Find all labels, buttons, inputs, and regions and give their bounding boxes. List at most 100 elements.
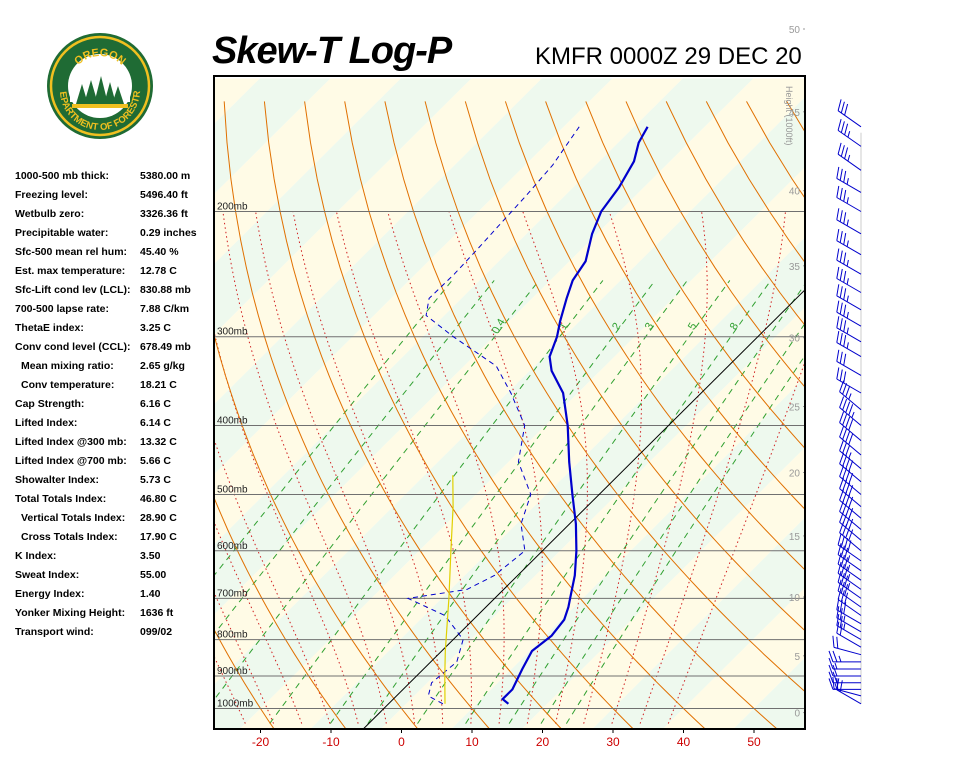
index-label: Precipitable water: (15, 227, 109, 239)
wind-barb (836, 185, 862, 212)
index-value: 28.90 C (140, 512, 177, 524)
wind-barb (836, 284, 862, 311)
wind-barb (839, 380, 862, 411)
height-tick-label: 5 (794, 652, 800, 663)
index-label: Freezing level: (15, 189, 88, 201)
index-value: 3.50 (140, 550, 161, 562)
x-tick-label: 30 (606, 735, 620, 749)
wind-barb (837, 99, 862, 128)
height-tick-label: 0 (794, 709, 800, 720)
index-label: Mean mixing ratio: (21, 360, 114, 372)
index-value: 5496.40 ft (140, 189, 188, 201)
moist-adiabat (522, 211, 588, 724)
height-axis: Height (1000ft) 0 5 10 15 20 25 30 35 40 45 50 (784, 25, 805, 720)
index-label: Lifted Index @700 mb: (15, 455, 127, 467)
wind-barb (836, 606, 862, 633)
height-tick-label: 20 (789, 469, 801, 480)
station-timestamp: KMFR 0000Z 29 DEC 20 (535, 43, 802, 70)
dry-adiabat (12, 101, 135, 738)
temperature-band (214, 78, 472, 335)
mixing-ratio-line (465, 280, 772, 724)
pressure-label: 900mb (217, 666, 248, 677)
index-label: Conv temperature: (21, 379, 115, 391)
wind-barb (837, 552, 862, 581)
index-value: 6.16 C (140, 398, 171, 410)
height-tick-label: 15 (789, 532, 801, 543)
temperature-band (662, 587, 805, 729)
wind-barb (836, 367, 862, 394)
pressure-label: 1000mb (217, 699, 254, 710)
logo-tree-icon (84, 80, 98, 104)
index-label: Showalter Index: (15, 474, 100, 486)
logo-ground (72, 104, 128, 108)
index-value: 830.88 mb (140, 284, 191, 296)
temperature-band (239, 167, 805, 729)
x-tick-label: 50 (747, 735, 761, 749)
temperature-trace (500, 126, 649, 705)
wind-barb (839, 452, 862, 483)
moist-adiabat (611, 211, 708, 724)
height-tick-label: 45 (789, 108, 801, 119)
height-tick-label: 50 (789, 25, 801, 36)
dry-adiabat (867, 101, 960, 738)
moist-adiabat (255, 211, 415, 724)
index-label: Total Totals Index: (15, 493, 107, 505)
x-tick-label: 10 (465, 735, 479, 749)
index-label: Transport wind: (15, 626, 94, 638)
wind-barb (839, 411, 862, 441)
wind-barb (832, 635, 862, 656)
wind-barb (828, 657, 861, 670)
moist-adiabat-lines (214, 211, 805, 724)
index-value: 099/02 (140, 626, 173, 638)
logo-gold-ring (49, 35, 151, 137)
index-label: Sfc-500 mean rel hum: (15, 246, 128, 258)
index-value: 1636 ft (140, 607, 174, 619)
x-tick-label: -20 (252, 735, 270, 749)
moist-adiabat (222, 211, 387, 724)
index-value: 13.32 C (140, 436, 177, 448)
temperature-band (214, 78, 805, 685)
mixing-ratio-label: 1 (557, 321, 570, 332)
index-value: 678.49 mb (140, 341, 191, 353)
pressure-label: 200mb (217, 202, 248, 213)
index-label: Vertical Totals Index: (21, 512, 126, 524)
wind-barb (837, 543, 862, 572)
index-label: Lifted Index @300 mb: (15, 436, 127, 448)
temperature-bands (214, 76, 805, 729)
pressure-label: 600mb (217, 541, 248, 552)
x-tick-label: 40 (677, 735, 691, 749)
wind-barb (839, 396, 862, 426)
index-label: Cap Strength: (15, 398, 85, 410)
pressure-label: 800mb (217, 630, 248, 641)
wind-barb (832, 676, 862, 697)
height-tick-label: 25 (789, 403, 801, 414)
index-value: 18.21 C (140, 379, 177, 391)
wind-barb (828, 671, 861, 684)
x-tick-label: -10 (322, 735, 340, 749)
parcel-trace (444, 475, 454, 704)
isotherm-reference (362, 289, 805, 729)
moist-adiabat (448, 211, 543, 724)
plot-frame (213, 75, 806, 730)
index-label: Wetbulb zero: (15, 208, 85, 220)
pressure-label: 300mb (217, 327, 248, 338)
wind-barb (839, 465, 862, 495)
temperature-band (380, 307, 805, 729)
pressure-label: 700mb (217, 588, 248, 599)
index-value: 17.90 C (140, 531, 177, 543)
isobar-lines (214, 211, 805, 709)
mixing-ratio-line (367, 280, 688, 724)
reference-isotherm (362, 289, 805, 729)
dry-adiabat (947, 101, 960, 738)
mixing-ratio-line (565, 354, 805, 724)
wind-barb (836, 316, 862, 343)
index-label: 700-500 lapse rate: (15, 303, 109, 315)
index-label: Cross Totals Index: (21, 531, 118, 543)
dry-adiabat (214, 628, 275, 729)
mixing-ratio-label: 2 (610, 321, 623, 332)
wind-barb (836, 349, 862, 376)
mixing-ratio-line (508, 283, 805, 724)
height-axis-title: Height (1000ft) (784, 86, 794, 146)
index-value: 5.66 C (140, 455, 171, 467)
